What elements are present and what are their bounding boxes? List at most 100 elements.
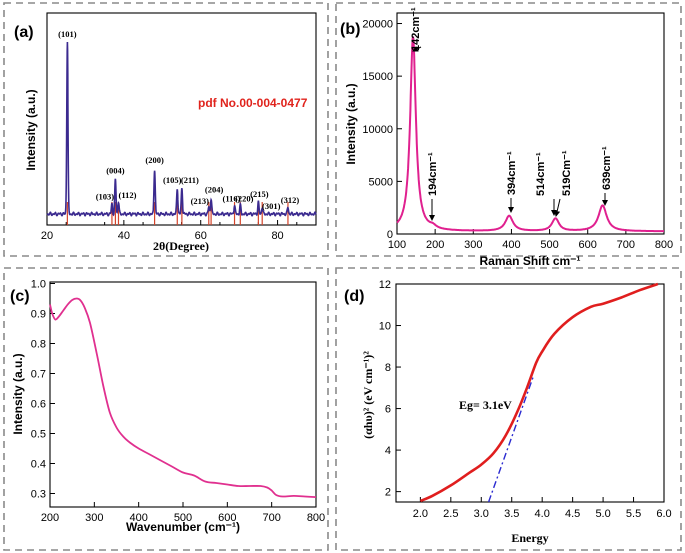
tauc-chart: 2.0 2.5 3.0 3.5 4.0 4.5 5.0 5.5 6.0 2 4 6 8 10 12 Eg= … (361, 279, 672, 545)
raman-y-tick-label: 10000 (362, 124, 393, 136)
raman-x-tick-label: 800 (655, 239, 673, 251)
tauc-x-tick-label: 5.0 (595, 508, 610, 520)
tauc-y-tick-label: 10 (379, 321, 391, 333)
ftir-ticks: 200 300 400 500 600 700 800 0.3 0.4 0.5 0.6 0.7 0.8 0… (31, 279, 325, 525)
tauc-x-tick-label: 4.0 (535, 508, 550, 520)
xrd-peak-label: (215) (250, 189, 269, 199)
ftir-y-tick-label: 0.9 (31, 309, 46, 321)
xrd-peak-label: (116) (223, 193, 241, 203)
raman-peak-label: 394cm⁻¹ (506, 151, 518, 195)
raman-xlabel: Raman Shift cm⁻¹ (479, 254, 580, 268)
xrd-peak-label: (105) (163, 175, 182, 185)
xrd-peak-label: (204) (205, 184, 224, 194)
tauc-x-tick-label: 3.0 (474, 508, 489, 520)
xrd-peak-label: (101) (58, 29, 77, 39)
ftir-y-tick-label: 0.5 (31, 429, 46, 441)
raman-y-tick-label: 20000 (362, 19, 393, 31)
ftir-x-tick-label: 200 (41, 512, 59, 524)
raman-plot-area (396, 12, 665, 235)
raman-chart: 100 200 300 400 500 600 700 800 0 5000 10000 15000 2… (344, 7, 673, 268)
xrd-peak-label: (112) (119, 190, 137, 200)
xrd-peak-label: (004) (106, 165, 125, 175)
ftir-x-tick-label: 700 (262, 512, 280, 524)
raman-x-tick-label: 500 (540, 239, 558, 251)
xrd-xlabel: 2θ(Degree) (153, 239, 209, 253)
xrd-peak-label: (312) (281, 195, 300, 205)
ftir-y-tick-label: 1.0 (31, 279, 46, 291)
ftir-ylabel: Intensity (a.u.) (11, 353, 25, 434)
tauc-x-tick-label: 2.5 (443, 508, 458, 520)
xrd-peak-label: (220) (235, 193, 254, 203)
raman-peak-label: 142cm⁻¹ (410, 7, 422, 51)
raman-arrow (412, 46, 422, 52)
ftir-xlabel: Wavenumber (cm⁻¹) (126, 520, 240, 534)
ftir-x-tick-label: 300 (85, 512, 103, 524)
raman-ylabel: Intensity (a.u.) (344, 83, 358, 164)
panel-a-frame (3, 2, 329, 257)
panel-label-b: (b) (340, 21, 360, 38)
tauc-x-tick-label: 2.0 (413, 508, 428, 520)
raman-x-tick-label: 200 (426, 239, 444, 251)
xrd-x-tick-label: 80 (271, 230, 283, 242)
panel-b-frame (335, 2, 682, 257)
tauc-fit-line (487, 377, 534, 503)
xrd-x-tick-label: 60 (195, 230, 207, 242)
ftir-x-tick-label: 600 (218, 512, 236, 524)
xrd-ylabel: Intensity (a.u.) (24, 89, 38, 170)
raman-peak-label: 639cm⁻¹ (601, 146, 613, 190)
raman-peak-label: 194cm⁻¹ (427, 152, 439, 196)
panel-label-d: (d) (344, 288, 364, 305)
ftir-y-tick-label: 0.6 (31, 399, 46, 411)
panel-c-frame (3, 267, 329, 551)
tauc-x-tick-label: 5.5 (626, 508, 641, 520)
tauc-x-tick-label: 6.0 (656, 508, 671, 520)
tauc-plot-area (395, 283, 665, 503)
raman-x-tick-label: 600 (579, 239, 597, 251)
ftir-spectrum-line (49, 297, 317, 498)
ftir-x-tick-label: 500 (174, 512, 192, 524)
xrd-pattern-line (46, 41, 317, 217)
raman-y-tick-label: 0 (387, 229, 393, 241)
tauc-y-tick-label: 4 (385, 445, 391, 457)
xrd-x-tick-label: 20 (41, 230, 53, 242)
raman-arrow (554, 198, 561, 217)
tauc-y-tick-label: 6 (385, 404, 391, 416)
raman-spectrum-line (396, 36, 664, 233)
ftir-y-tick-label: 0.7 (31, 369, 46, 381)
tauc-ylabel: (αhυ)² (eV cm⁻¹)² (361, 351, 375, 439)
xrd-peak-label: (103) (96, 192, 115, 202)
panel-d-frame (335, 267, 682, 551)
ftir-y-tick-label: 0.4 (31, 459, 46, 471)
raman-x-tick-label: 100 (388, 239, 406, 251)
xrd-peak-label: (213) (191, 196, 210, 206)
tauc-xlabel: Energy (511, 531, 548, 545)
xrd-peak-label: (200) (145, 155, 164, 165)
tauc-y-tick-label: 8 (385, 362, 391, 374)
xrd-chart: 20 40 60 80 (101)(103)(004)(112)(200)(105)(… (24, 12, 317, 253)
panel-label-a: (a) (14, 24, 34, 41)
tauc-curve-line (419, 282, 659, 503)
xrd-peak-label: (301) (262, 201, 281, 211)
ftir-x-tick-label: 400 (129, 512, 147, 524)
pdf-card-label: pdf No.00-004-0477 (198, 96, 308, 110)
ftir-y-tick-label: 0.3 (31, 489, 46, 501)
xrd-peak-labels: (101) (103) (004) (112) (200) (105) (211) (204)… (58, 29, 299, 211)
ftir-chart: 200 300 400 500 600 700 800 0.3 0.4 0.5 0.6 0.7 0.8 0… (11, 279, 325, 535)
raman-x-tick-label: 400 (502, 239, 520, 251)
raman-y-tick-label: 5000 (369, 176, 393, 188)
tauc-y-tick-label: 2 (385, 487, 391, 499)
raman-peak-annotations: 142cm⁻¹ 194cm⁻¹ 394cm⁻¹ 514cm⁻¹ 519Cm⁻¹ 639cm… (410, 7, 613, 221)
raman-y-tick-label: 15000 (362, 71, 393, 83)
ftir-x-tick-label: 800 (307, 512, 325, 524)
xrd-peak-label: (211) (181, 175, 199, 185)
tauc-ticks: 2.0 2.5 3.0 3.5 4.0 4.5 5.0 5.5 6.0 2 4 6 8 10 12 (379, 279, 672, 520)
xrd-x-tick-label: 40 (118, 230, 130, 242)
tauc-y-tick-label: 12 (379, 279, 391, 291)
raman-peak-label: 519Cm⁻¹ (561, 150, 573, 196)
raman-peak-label: 514cm⁻¹ (535, 152, 547, 196)
ftir-y-tick-label: 0.8 (31, 339, 46, 351)
tauc-x-tick-label: 3.5 (504, 508, 519, 520)
raman-ticks: 100 200 300 400 500 600 700 800 0 5000 10000 15000 2… (362, 19, 673, 251)
tauc-x-tick-label: 4.5 (565, 508, 580, 520)
